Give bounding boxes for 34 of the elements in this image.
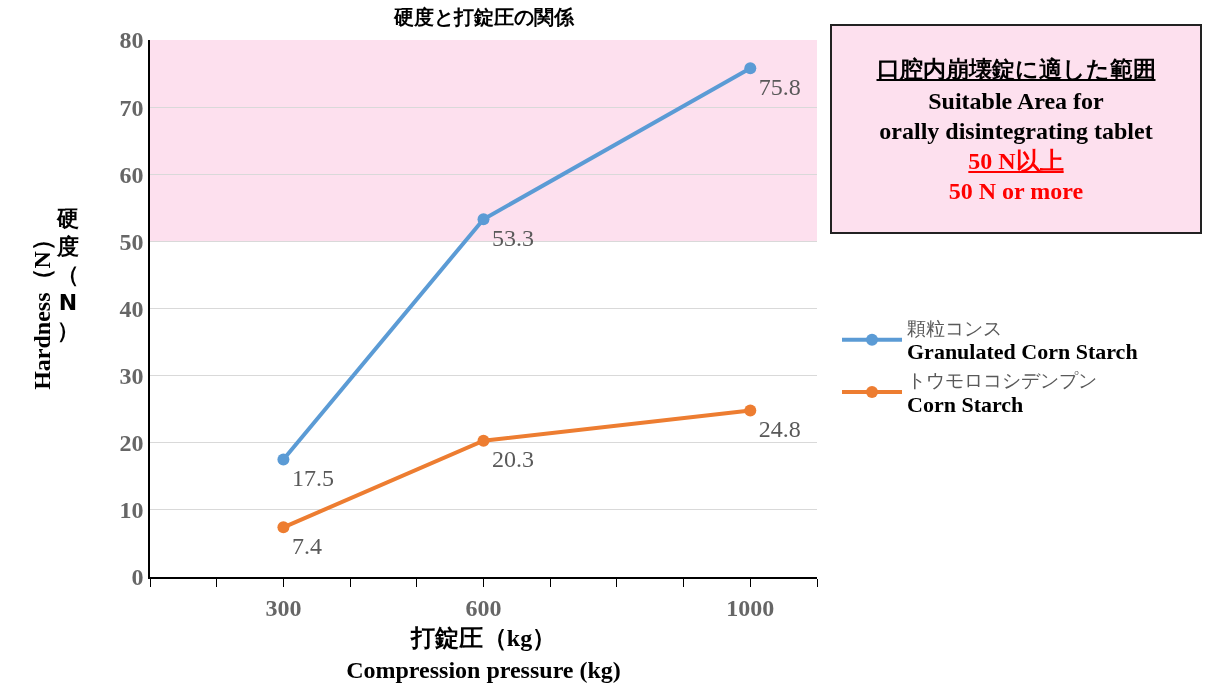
text: Suitable Area for orally disintegrating tablet <box>878 87 1154 146</box>
point <box>477 434 490 447</box>
y-axis-title: Hardness（N） <box>29 227 56 390</box>
x-tick-label: 300 <box>265 594 302 621</box>
point <box>277 521 290 534</box>
legend-label: トウモロコシデンプン Corn Starch <box>907 369 1098 417</box>
y-tick-label: 10 <box>119 497 144 524</box>
point <box>277 453 290 466</box>
data-label: 17.5 <box>291 465 334 492</box>
data-label: 24.8 <box>758 416 801 443</box>
y-tick-label: 40 <box>119 295 144 322</box>
legend-label: 顆粒コンス Granulated Corn Starch <box>907 316 1138 365</box>
point <box>477 213 490 226</box>
y-tick-label: 0 <box>131 564 144 591</box>
y-tick-label: 60 <box>119 161 144 188</box>
chart-title: 硬度と打錠圧の関係 <box>392 5 575 30</box>
text: 50 N以上 <box>967 147 1065 176</box>
point <box>744 404 757 417</box>
text: 硬度（N） <box>57 206 79 343</box>
y-tick-label: 80 <box>119 27 144 54</box>
data-label: 20.3 <box>492 446 534 473</box>
y-tick-label: 50 <box>119 228 144 255</box>
x-axis-title: 打錠圧（kg） Compression pressure (kg) <box>346 625 621 683</box>
x-tick-label: 1000 <box>726 594 775 621</box>
y-tick-label: 70 <box>119 94 144 121</box>
text: 50 N or more <box>947 177 1085 206</box>
data-label: 75.8 <box>758 73 801 100</box>
data-label: 7.4 <box>291 532 322 559</box>
band-label: 口腔内崩壊錠に適した範囲 <box>875 55 1157 84</box>
x-tick-label: 600 <box>465 594 502 621</box>
data-label: 53.3 <box>492 224 534 251</box>
y-tick-label: 30 <box>119 363 144 390</box>
y-tick-label: 20 <box>119 430 144 457</box>
point <box>744 62 757 75</box>
